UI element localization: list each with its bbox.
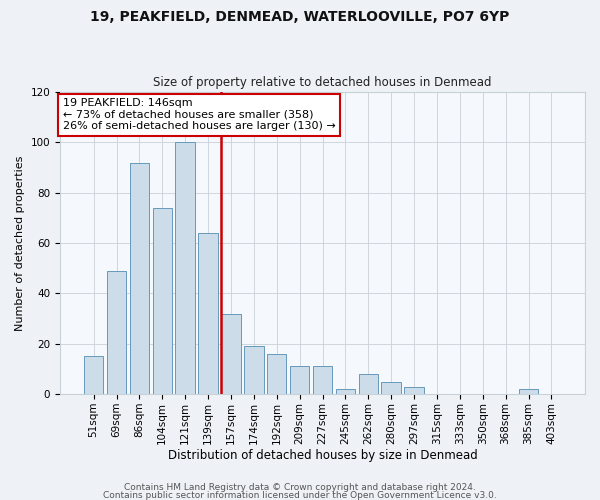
- Bar: [175, 142, 195, 394]
- Bar: [335, 389, 355, 394]
- Bar: [199, 233, 218, 394]
- Bar: [359, 374, 378, 394]
- Bar: [519, 389, 538, 394]
- Bar: [152, 208, 172, 394]
- Bar: [130, 162, 149, 394]
- X-axis label: Distribution of detached houses by size in Denmead: Distribution of detached houses by size …: [167, 450, 478, 462]
- Bar: [84, 356, 103, 394]
- Y-axis label: Number of detached properties: Number of detached properties: [15, 156, 25, 331]
- Bar: [313, 366, 332, 394]
- Bar: [290, 366, 310, 394]
- Text: 19 PEAKFIELD: 146sqm
← 73% of detached houses are smaller (358)
26% of semi-deta: 19 PEAKFIELD: 146sqm ← 73% of detached h…: [62, 98, 335, 132]
- Text: Contains HM Land Registry data © Crown copyright and database right 2024.: Contains HM Land Registry data © Crown c…: [124, 484, 476, 492]
- Text: 19, PEAKFIELD, DENMEAD, WATERLOOVILLE, PO7 6YP: 19, PEAKFIELD, DENMEAD, WATERLOOVILLE, P…: [91, 10, 509, 24]
- Text: Contains public sector information licensed under the Open Government Licence v3: Contains public sector information licen…: [103, 490, 497, 500]
- Bar: [244, 346, 263, 394]
- Title: Size of property relative to detached houses in Denmead: Size of property relative to detached ho…: [153, 76, 492, 90]
- Bar: [404, 386, 424, 394]
- Bar: [267, 354, 286, 394]
- Bar: [221, 314, 241, 394]
- Bar: [107, 271, 126, 394]
- Bar: [382, 382, 401, 394]
